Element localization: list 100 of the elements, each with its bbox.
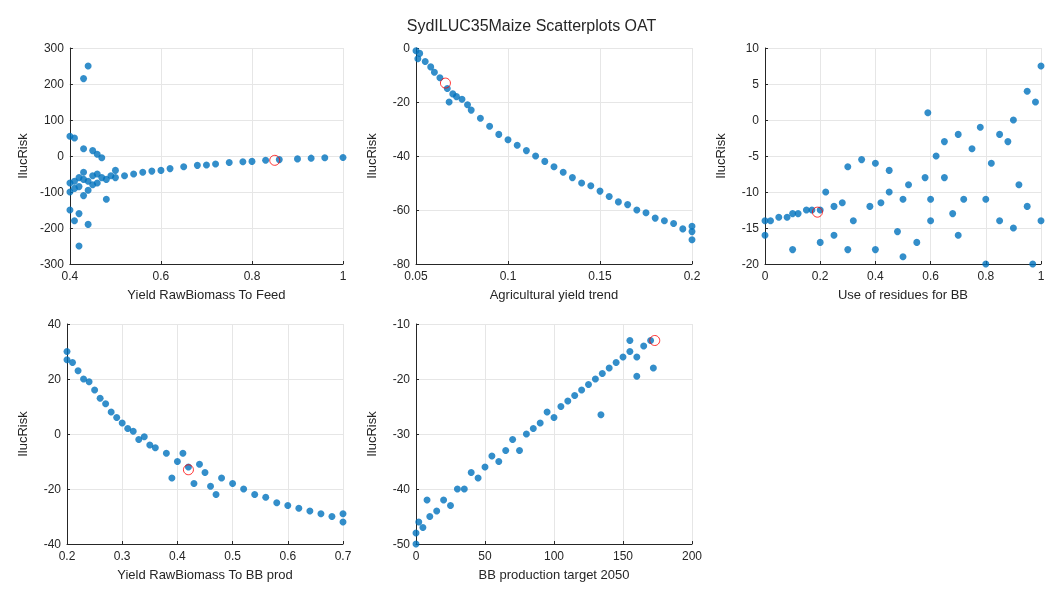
point xyxy=(905,181,913,189)
point xyxy=(591,375,599,383)
point xyxy=(651,214,659,222)
x-tick-label: 1 xyxy=(1037,269,1045,283)
point xyxy=(251,491,259,498)
point xyxy=(427,63,435,71)
point xyxy=(633,206,641,214)
point xyxy=(321,154,329,162)
y-tick-label: 0 xyxy=(403,41,411,55)
point xyxy=(550,414,558,421)
point xyxy=(927,195,935,203)
x-tick-label: 0.5 xyxy=(224,549,242,563)
point xyxy=(597,411,605,419)
point xyxy=(80,145,88,153)
point xyxy=(844,163,852,171)
y-tick-label: -20 xyxy=(392,372,411,386)
point xyxy=(921,174,929,182)
y-tick-label: 300 xyxy=(43,41,65,55)
point xyxy=(93,150,101,158)
x-tick-label: 100 xyxy=(543,549,565,563)
point xyxy=(849,217,857,225)
y-tick-label: 200 xyxy=(43,77,65,91)
point xyxy=(536,419,544,427)
point xyxy=(954,231,962,239)
y-tick-label: -50 xyxy=(392,537,411,551)
point xyxy=(559,168,567,176)
point xyxy=(75,210,83,218)
point xyxy=(509,436,517,443)
point xyxy=(262,156,270,164)
y-tick-label: 0 xyxy=(54,427,62,441)
x-tick-label: 0.3 xyxy=(113,549,131,563)
point xyxy=(328,513,336,520)
point xyxy=(660,217,668,225)
point xyxy=(550,163,558,171)
point xyxy=(467,106,475,114)
x-tick-label: 0.4 xyxy=(867,269,885,283)
y-tick-label: -20 xyxy=(392,95,411,109)
point xyxy=(317,510,325,518)
point xyxy=(248,157,256,165)
y-tick-label: -100 xyxy=(39,185,65,199)
x-tick-label: 0.05 xyxy=(404,269,428,283)
point xyxy=(816,238,824,246)
x-tick-label: 0.15 xyxy=(588,269,612,283)
point xyxy=(453,485,461,493)
point xyxy=(212,491,220,498)
point xyxy=(85,378,93,386)
y-tick-label: -20 xyxy=(741,257,760,271)
point xyxy=(830,202,838,210)
point xyxy=(516,447,523,454)
point xyxy=(80,375,88,383)
y-tick-label: -200 xyxy=(39,221,65,235)
y-axis-title: IlucRisk xyxy=(364,132,379,179)
point xyxy=(190,480,198,487)
point xyxy=(899,253,907,261)
point xyxy=(113,414,121,421)
point xyxy=(96,394,104,402)
point xyxy=(587,182,595,190)
point xyxy=(987,159,995,167)
x-axis-title: Yield RawBiomass To BB prod xyxy=(117,567,293,582)
point xyxy=(605,364,613,372)
point xyxy=(212,160,220,168)
point xyxy=(642,209,650,217)
x-tick-label: 0.8 xyxy=(977,269,995,283)
y-tick-label: -60 xyxy=(392,203,411,217)
y-tick-label: -10 xyxy=(392,317,411,331)
point xyxy=(761,231,769,239)
point xyxy=(111,174,119,182)
point xyxy=(612,359,620,366)
y-axis-title: IlucRisk xyxy=(713,132,728,179)
point xyxy=(421,58,429,65)
x-tick-label: 0.6 xyxy=(152,269,170,283)
point xyxy=(982,260,990,268)
point xyxy=(419,524,427,531)
y-axis-title: IlucRisk xyxy=(15,410,30,457)
point xyxy=(571,392,579,399)
point xyxy=(670,220,678,227)
point xyxy=(968,145,976,153)
point xyxy=(564,397,572,405)
x-tick-label: 0.6 xyxy=(279,549,297,563)
point xyxy=(69,359,77,366)
point xyxy=(1015,181,1023,189)
point xyxy=(626,348,634,355)
y-tick-label: -40 xyxy=(392,482,411,496)
point xyxy=(146,441,154,449)
x-tick-label: 0 xyxy=(761,269,769,283)
x-tick-label: 0.6 xyxy=(922,269,940,283)
y-tick-label: 40 xyxy=(47,317,62,331)
point xyxy=(124,425,132,432)
point xyxy=(102,400,110,408)
point xyxy=(522,147,530,155)
point xyxy=(162,449,170,457)
point xyxy=(578,386,586,394)
point xyxy=(877,199,885,207)
point xyxy=(783,213,791,221)
point xyxy=(1009,224,1017,232)
point xyxy=(633,353,641,361)
point xyxy=(135,436,143,443)
point xyxy=(295,504,303,512)
point xyxy=(339,153,347,161)
point xyxy=(585,381,592,388)
